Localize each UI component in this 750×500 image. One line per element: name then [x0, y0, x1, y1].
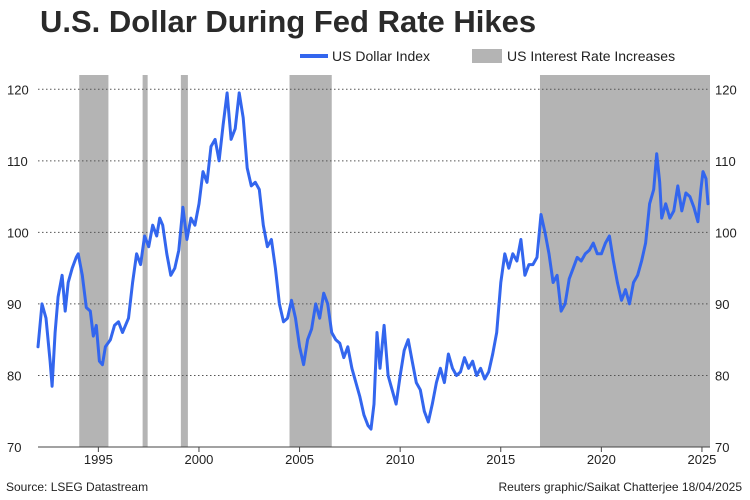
rate-hike-bands — [79, 75, 710, 447]
rate-hike-band-2 — [142, 75, 148, 447]
legend-line-label: US Dollar Index — [332, 48, 430, 64]
x-tick-label-2010: 2010 — [386, 452, 415, 467]
series-line-1 — [36, 91, 710, 431]
x-tick-label-2000: 2000 — [184, 452, 213, 467]
rate-hike-band-5 — [539, 75, 710, 447]
y-tick-right-110: 110 — [715, 154, 736, 169]
chart-title: U.S. Dollar During Fed Rate Hikes — [40, 4, 537, 39]
y-tick-right-80: 80 — [715, 368, 729, 383]
dollar-index-chart: 70 70 80 80 90 90 100 100 110 110 120 120 1995 2000 20… — [7, 48, 737, 467]
y-tick-left-100: 100 — [7, 225, 29, 240]
credit-note: Reuters graphic/Saikat Chatterjee 18/04/… — [498, 480, 743, 494]
x-tick-label-2015: 2015 — [486, 452, 515, 467]
y-tick-left-120: 120 — [7, 82, 29, 97]
y-tick-right-90: 90 — [715, 297, 729, 312]
rate-hike-band-1 — [79, 75, 109, 447]
x-tick-label-2005: 2005 — [285, 452, 314, 467]
y-tick-left-110: 110 — [7, 154, 28, 169]
y-tick-right-100: 100 — [715, 225, 737, 240]
x-tick-label-1995: 1995 — [84, 452, 113, 467]
rate-hike-band-4 — [289, 75, 332, 447]
dollar-index-series — [36, 91, 710, 431]
y-tick-left-70: 70 — [7, 440, 21, 455]
legend: US Dollar Index US Interest Rate Increas… — [300, 48, 675, 64]
x-tick-label-2025: 2025 — [687, 452, 716, 467]
rate-hike-band-3 — [180, 75, 188, 447]
legend-band-label: US Interest Rate Increases — [507, 48, 675, 64]
y-tick-left-80: 80 — [7, 368, 21, 383]
y-tick-left-90: 90 — [7, 297, 21, 312]
legend-band-swatch — [472, 49, 502, 63]
y-tick-right-70: 70 — [715, 440, 729, 455]
axis-tick-labels: 70 70 80 80 90 90 100 100 110 110 120 120 1995 2000 20… — [7, 82, 737, 467]
source-note: Source: LSEG Datastream — [6, 480, 149, 494]
x-tick-label-2020: 2020 — [587, 452, 616, 467]
y-tick-right-120: 120 — [715, 82, 737, 97]
